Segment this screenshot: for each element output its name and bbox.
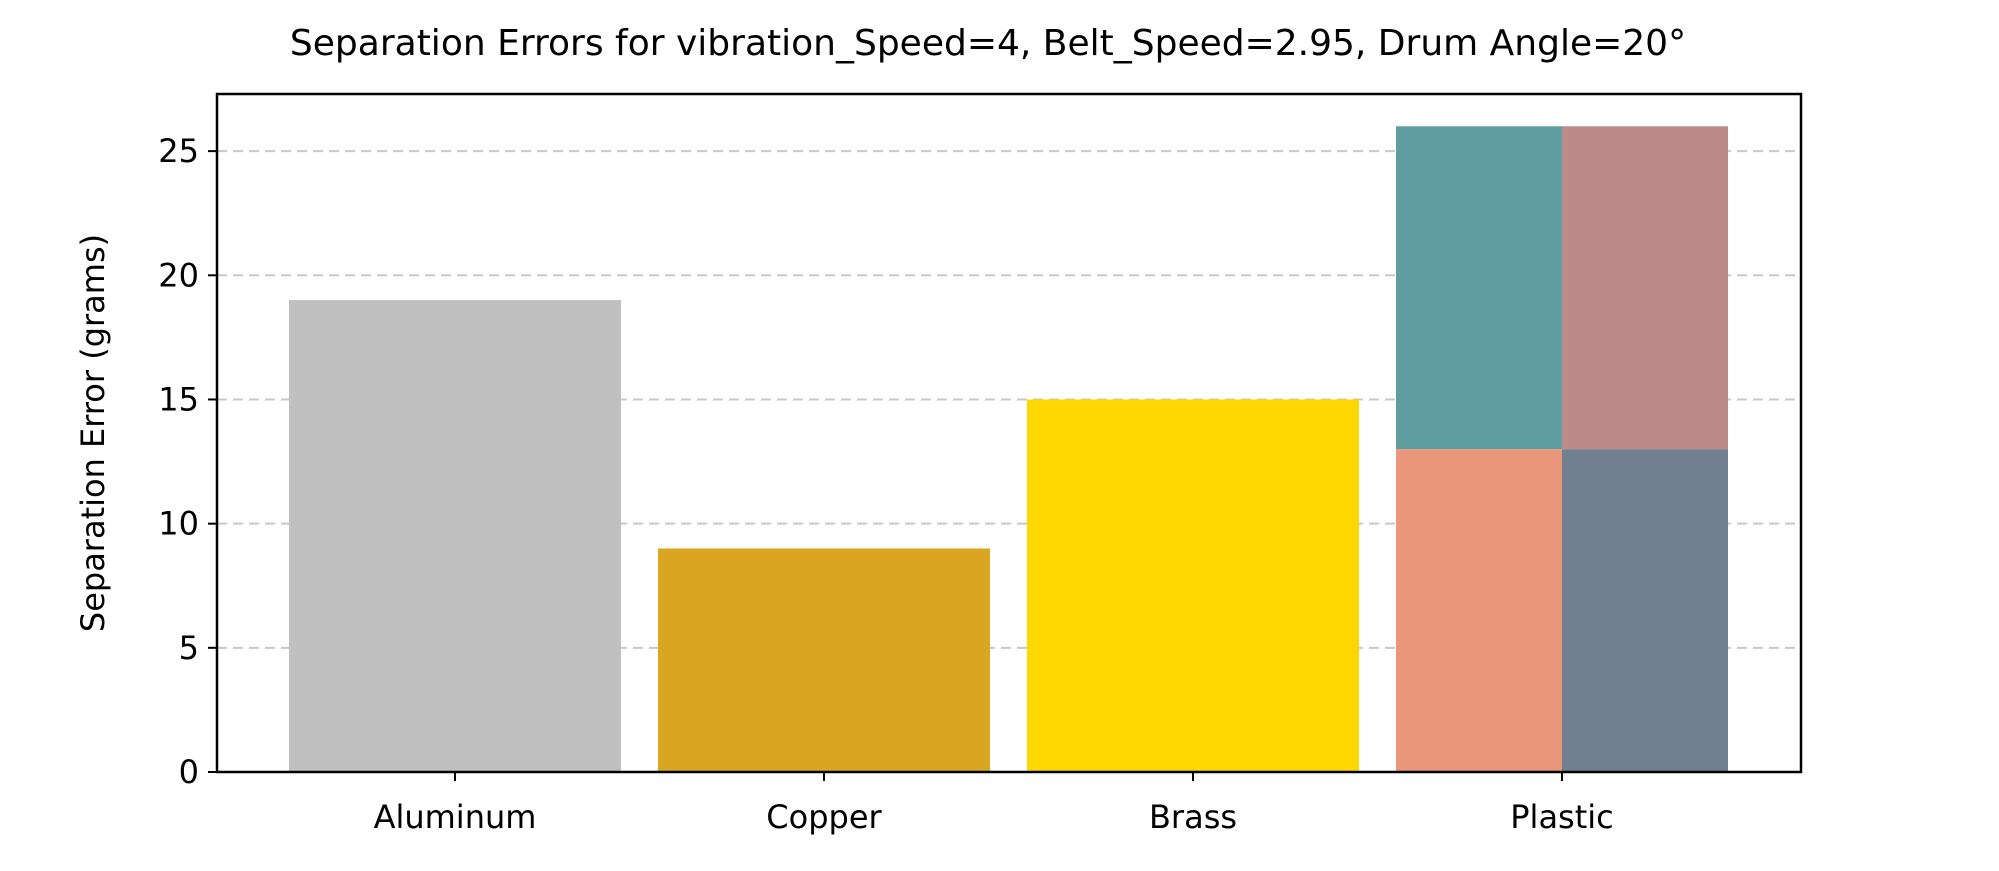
x-tick-label: Aluminum — [374, 798, 537, 836]
plastic-bottom-right-segment — [1562, 449, 1728, 772]
y-tick-label: 20 — [158, 256, 199, 294]
y-tick-label: 25 — [158, 132, 199, 170]
x-tick-label: Copper — [766, 798, 882, 836]
plastic-top-left-segment — [1396, 126, 1562, 450]
y-tick-label: 5 — [179, 629, 199, 667]
y-axis-ticks: 0 5 10 15 20 25 — [158, 132, 217, 791]
bar-aluminum — [289, 300, 621, 772]
plot-frame — [215, 92, 1803, 774]
bar-brass — [1027, 399, 1359, 772]
x-tick-label: Plastic — [1510, 798, 1614, 836]
y-axis-label: Separation Error (grams) — [74, 234, 112, 632]
bar-copper — [658, 548, 990, 772]
y-tick-label: 15 — [158, 380, 199, 418]
plastic-bottom-left-segment — [1396, 449, 1562, 772]
y-tick-label: 10 — [158, 505, 199, 543]
plastic-top-right-segment — [1562, 126, 1728, 450]
chart-title: Separation Errors for vibration_Speed=4,… — [290, 23, 1686, 64]
y-tick-label: 0 — [179, 753, 199, 791]
x-tick-label: Brass — [1149, 798, 1237, 836]
x-axis-ticks: Aluminum Copper Brass Plastic — [374, 772, 1614, 836]
bars — [289, 126, 1728, 772]
